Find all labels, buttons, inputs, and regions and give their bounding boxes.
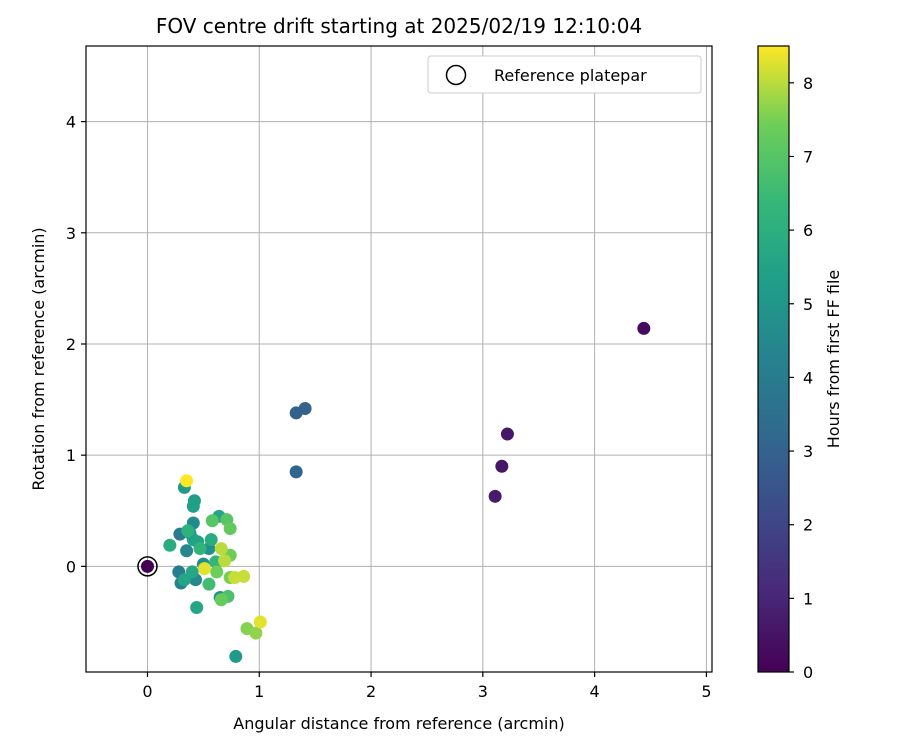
chart-title: FOV centre drift starting at 2025/02/19 … xyxy=(156,14,642,38)
plot-frame xyxy=(85,45,713,673)
x-axis-ticks: 0 1 2 3 4 5 xyxy=(142,672,712,701)
data-point xyxy=(197,562,211,576)
y-tick-label: 0 xyxy=(66,557,76,576)
data-point xyxy=(185,565,199,579)
legend: Reference platepar xyxy=(427,55,702,94)
data-point xyxy=(223,522,237,536)
legend-box xyxy=(427,55,702,94)
y-axis-ticks: 0 1 2 3 4 xyxy=(66,113,86,576)
grid-lines xyxy=(86,46,712,672)
x-tick-label: 3 xyxy=(478,682,488,701)
colorbar-tick-label: 4 xyxy=(803,368,813,387)
data-point xyxy=(253,615,267,629)
legend-marker xyxy=(445,64,467,86)
data-point xyxy=(180,474,194,488)
x-tick-label: 2 xyxy=(366,682,376,701)
data-point xyxy=(495,459,509,473)
data-point xyxy=(214,593,228,607)
data-point xyxy=(204,533,218,547)
x-tick-label: 0 xyxy=(142,682,152,701)
colorbar-ticks: 0 1 2 3 4 5 6 7 8 xyxy=(789,74,813,682)
data-point xyxy=(187,494,201,508)
y-tick-label: 4 xyxy=(66,113,76,132)
reference-point xyxy=(140,559,154,573)
colorbar-tick-label: 5 xyxy=(803,295,813,314)
colorbar-tick-label: 1 xyxy=(803,589,813,608)
data-point xyxy=(237,569,251,583)
data-point xyxy=(163,538,177,552)
colorbar: 0 1 2 3 4 5 6 7 8 Hours from first FF file xyxy=(757,45,843,682)
y-tick-label: 2 xyxy=(66,335,76,354)
legend-label: Reference platepar xyxy=(494,66,647,85)
colorbar-tick-label: 6 xyxy=(803,221,813,240)
reference-marker xyxy=(137,556,158,577)
colorbar-tick-label: 7 xyxy=(803,147,813,166)
data-point xyxy=(289,465,303,479)
data-point xyxy=(181,524,195,538)
data-point xyxy=(229,649,243,663)
data-point xyxy=(218,554,232,568)
data-point xyxy=(249,626,263,640)
data-point xyxy=(190,601,204,615)
data-point xyxy=(500,427,514,441)
x-axis-label: Angular distance from reference (arcmin) xyxy=(233,714,564,733)
data-point xyxy=(193,542,207,556)
colorbar-tick-label: 0 xyxy=(803,663,813,682)
y-tick-label: 3 xyxy=(66,224,76,243)
data-point xyxy=(205,514,219,528)
y-axis-label: Rotation from reference (arcmin) xyxy=(29,227,48,490)
x-tick-label: 4 xyxy=(590,682,600,701)
colorbar-label: Hours from first FF file xyxy=(824,270,843,449)
x-tick-label: 1 xyxy=(254,682,264,701)
data-point xyxy=(488,489,502,503)
colorbar-gradient xyxy=(757,45,790,673)
scatter-points xyxy=(163,321,651,663)
colorbar-tick-label: 3 xyxy=(803,442,813,461)
data-point xyxy=(298,401,312,415)
colorbar-tick-label: 2 xyxy=(803,516,813,535)
data-point xyxy=(214,542,228,556)
data-point xyxy=(210,565,224,579)
colorbar-tick-label: 8 xyxy=(803,74,813,93)
x-tick-label: 5 xyxy=(701,682,711,701)
data-point xyxy=(202,577,216,591)
data-point xyxy=(637,321,651,335)
data-point xyxy=(180,544,194,558)
y-tick-label: 1 xyxy=(66,446,76,465)
reference-ring xyxy=(137,556,158,577)
